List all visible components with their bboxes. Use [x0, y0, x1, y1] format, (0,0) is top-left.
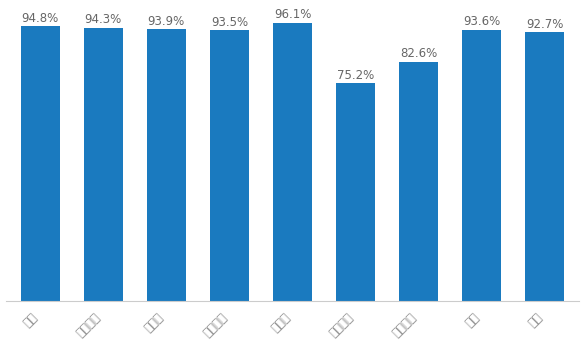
Text: 94.8%: 94.8%: [22, 12, 59, 25]
Bar: [462, 30, 501, 301]
Text: 93.6%: 93.6%: [463, 16, 500, 28]
Text: 94.3%: 94.3%: [85, 13, 122, 26]
Bar: [273, 23, 312, 301]
Bar: [147, 29, 186, 301]
Bar: [210, 30, 249, 301]
Text: 82.6%: 82.6%: [400, 47, 437, 60]
Text: 96.1%: 96.1%: [274, 8, 311, 21]
Bar: [399, 62, 438, 301]
Text: 92.7%: 92.7%: [526, 18, 563, 31]
Text: 93.9%: 93.9%: [148, 14, 185, 28]
Bar: [525, 32, 565, 301]
Bar: [84, 28, 123, 301]
Text: 75.2%: 75.2%: [337, 69, 374, 82]
Text: 93.5%: 93.5%: [211, 16, 248, 29]
Bar: [336, 83, 375, 301]
Bar: [20, 26, 60, 301]
